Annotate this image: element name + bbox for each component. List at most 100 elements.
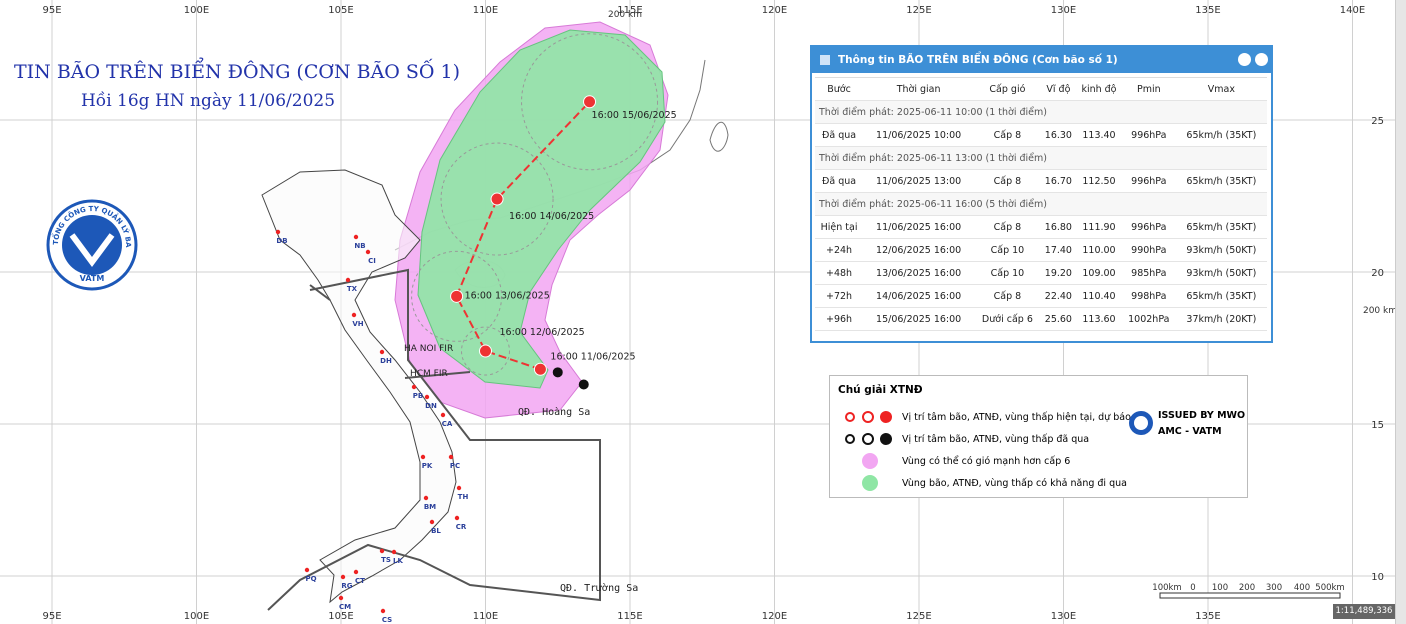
lon-label: 95E xyxy=(42,611,61,622)
lon-label: 105E xyxy=(328,5,353,16)
track-label: 16:00 15/06/2025 xyxy=(592,110,677,121)
collapse-button[interactable] xyxy=(1238,53,1251,66)
scale-label: 100km xyxy=(1152,583,1181,593)
cell: 14/06/2025 16:00 xyxy=(863,284,975,308)
header-row: Bước Thời gian Cấp gió Vĩ độ kinh độ Pmin Vmax xyxy=(815,77,1267,101)
lon-label: 100E xyxy=(184,5,209,16)
lon-label: 125E xyxy=(906,611,931,622)
uncertainty-circle xyxy=(521,33,659,171)
track-label: 16:00 14/06/2025 xyxy=(509,211,594,222)
airport-label: CM xyxy=(339,603,351,611)
airport-dot xyxy=(340,574,346,580)
cell: Cấp 8 xyxy=(974,169,1041,193)
cell: +72h xyxy=(815,284,864,308)
lat-label: 10 xyxy=(1371,572,1384,583)
data-row: +96h 15/06/2025 16:00 Dưới cấp 6 25.60 113.6… xyxy=(815,307,1267,331)
airport-dot xyxy=(345,277,351,283)
cell: 65km/h (35KT) xyxy=(1175,123,1267,147)
group-row: Thời điểm phát: 2025-06-11 13:00 (1 thời… xyxy=(815,146,1267,170)
issued-org: AMC - VATM xyxy=(1158,426,1222,437)
legend-item: Vị trí tâm bão, ATNĐ, vùng thấp đã qua xyxy=(902,434,1090,445)
lon-label: 125E xyxy=(906,5,931,16)
data-row: +24h 12/06/2025 16:00 Cấp 10 17.40 110.00 990… xyxy=(815,238,1267,262)
cell: Cấp 10 xyxy=(974,238,1041,262)
forecast-track xyxy=(455,101,591,371)
cell: 1002hPa xyxy=(1121,307,1176,331)
cell: +48h xyxy=(815,261,864,285)
scale-label: 100 xyxy=(1212,583,1228,593)
map-subtitle: Hồi 16g HN ngày 11/06/2025 xyxy=(81,91,335,111)
green-zone xyxy=(417,29,666,389)
track-label: 16:00 13/06/2025 xyxy=(465,290,550,301)
airport-dot xyxy=(275,229,281,235)
airport-dot xyxy=(380,608,386,614)
airport-label: PB xyxy=(413,392,423,400)
vietnam-outline xyxy=(261,169,457,604)
scale-label: 200 xyxy=(1239,583,1255,593)
group-heading: Thời điểm phát: 2025-06-11 16:00 (5 thời… xyxy=(815,192,1267,216)
airport-label: LK xyxy=(393,557,403,565)
lon-label: 135E xyxy=(1195,5,1220,16)
airport-label: TX xyxy=(347,285,358,293)
cell: 110.00 xyxy=(1076,238,1122,262)
airport-label: VH xyxy=(352,320,363,328)
cell: 985hPa xyxy=(1121,261,1176,285)
airport-dot xyxy=(423,495,429,501)
lon-label: 135E xyxy=(1195,611,1220,622)
lon-label: 120E xyxy=(762,5,787,16)
airport-dot xyxy=(454,515,460,521)
airport-dot xyxy=(424,394,430,400)
airport-label: TS xyxy=(381,556,391,564)
cell: 996hPa xyxy=(1121,215,1176,239)
cell: Hiện tại xyxy=(815,215,864,239)
cell: 16.80 xyxy=(1040,215,1077,239)
uncertainty-circle xyxy=(411,250,503,342)
airport-label: CT xyxy=(355,577,365,585)
logo-name: VATM xyxy=(80,274,105,283)
cell: 11/06/2025 16:00 xyxy=(863,215,975,239)
airport-label: CI xyxy=(368,257,376,265)
close-button[interactable] xyxy=(1255,53,1268,66)
scale-label: 300 xyxy=(1266,583,1282,593)
cell: 113.60 xyxy=(1076,307,1122,331)
airport-dot xyxy=(353,234,359,240)
cell: Đã qua xyxy=(815,123,864,147)
airport-dot xyxy=(391,549,397,555)
airport-dot xyxy=(429,519,435,525)
data-row: +48h 13/06/2025 16:00 Cấp 10 19.20 109.00 985… xyxy=(815,261,1267,285)
group-row: Thời điểm phát: 2025-06-11 10:00 (1 thời… xyxy=(815,100,1267,124)
storm-table: Bước Thời gian Cấp gió Vĩ độ kinh độ Pmin Vmax… xyxy=(815,77,1267,331)
airport-label: CS xyxy=(382,616,392,624)
airport-label: PQ xyxy=(305,575,316,583)
cell: 16.30 xyxy=(1040,123,1077,147)
past-position xyxy=(578,379,589,390)
cell: Dưới cấp 6 xyxy=(974,307,1041,331)
cell: 112.50 xyxy=(1076,169,1122,193)
airport-dot xyxy=(353,569,359,575)
cell: 996hPa xyxy=(1121,169,1176,193)
past-position xyxy=(552,367,563,378)
current-position xyxy=(533,362,547,376)
lat-label: 15 xyxy=(1371,420,1384,431)
cell: 19.20 xyxy=(1040,261,1077,285)
airport-label: NB xyxy=(354,242,365,250)
island-label: QĐ. Trường Sa xyxy=(560,582,638,594)
scale-top: 200 km xyxy=(608,10,642,20)
scrollbar[interactable] xyxy=(1395,0,1406,624)
track-label: 16:00 11/06/2025 xyxy=(550,351,635,362)
cell: 11/06/2025 13:00 xyxy=(863,169,975,193)
lon-label: 100E xyxy=(184,611,209,622)
lon-label: 120E xyxy=(762,611,787,622)
airport-dot xyxy=(411,384,417,390)
track-label: 16:00 12/06/2025 xyxy=(500,327,585,338)
cell: 15/06/2025 16:00 xyxy=(863,307,975,331)
column-header: Vmax xyxy=(1175,77,1267,101)
lon-label: 130E xyxy=(1051,5,1076,16)
airport-dot xyxy=(440,412,446,418)
cell: 11/06/2025 10:00 xyxy=(863,123,975,147)
legend-item: Vùng có thể có gió mạnh hơn cấp 6 xyxy=(902,456,1071,467)
data-row: Đã qua 11/06/2025 13:00 Cấp 8 16.70 112.50 99… xyxy=(815,169,1267,193)
column-header: Vĩ độ xyxy=(1040,77,1077,101)
group-heading: Thời điểm phát: 2025-06-11 10:00 (1 thời… xyxy=(815,100,1267,124)
